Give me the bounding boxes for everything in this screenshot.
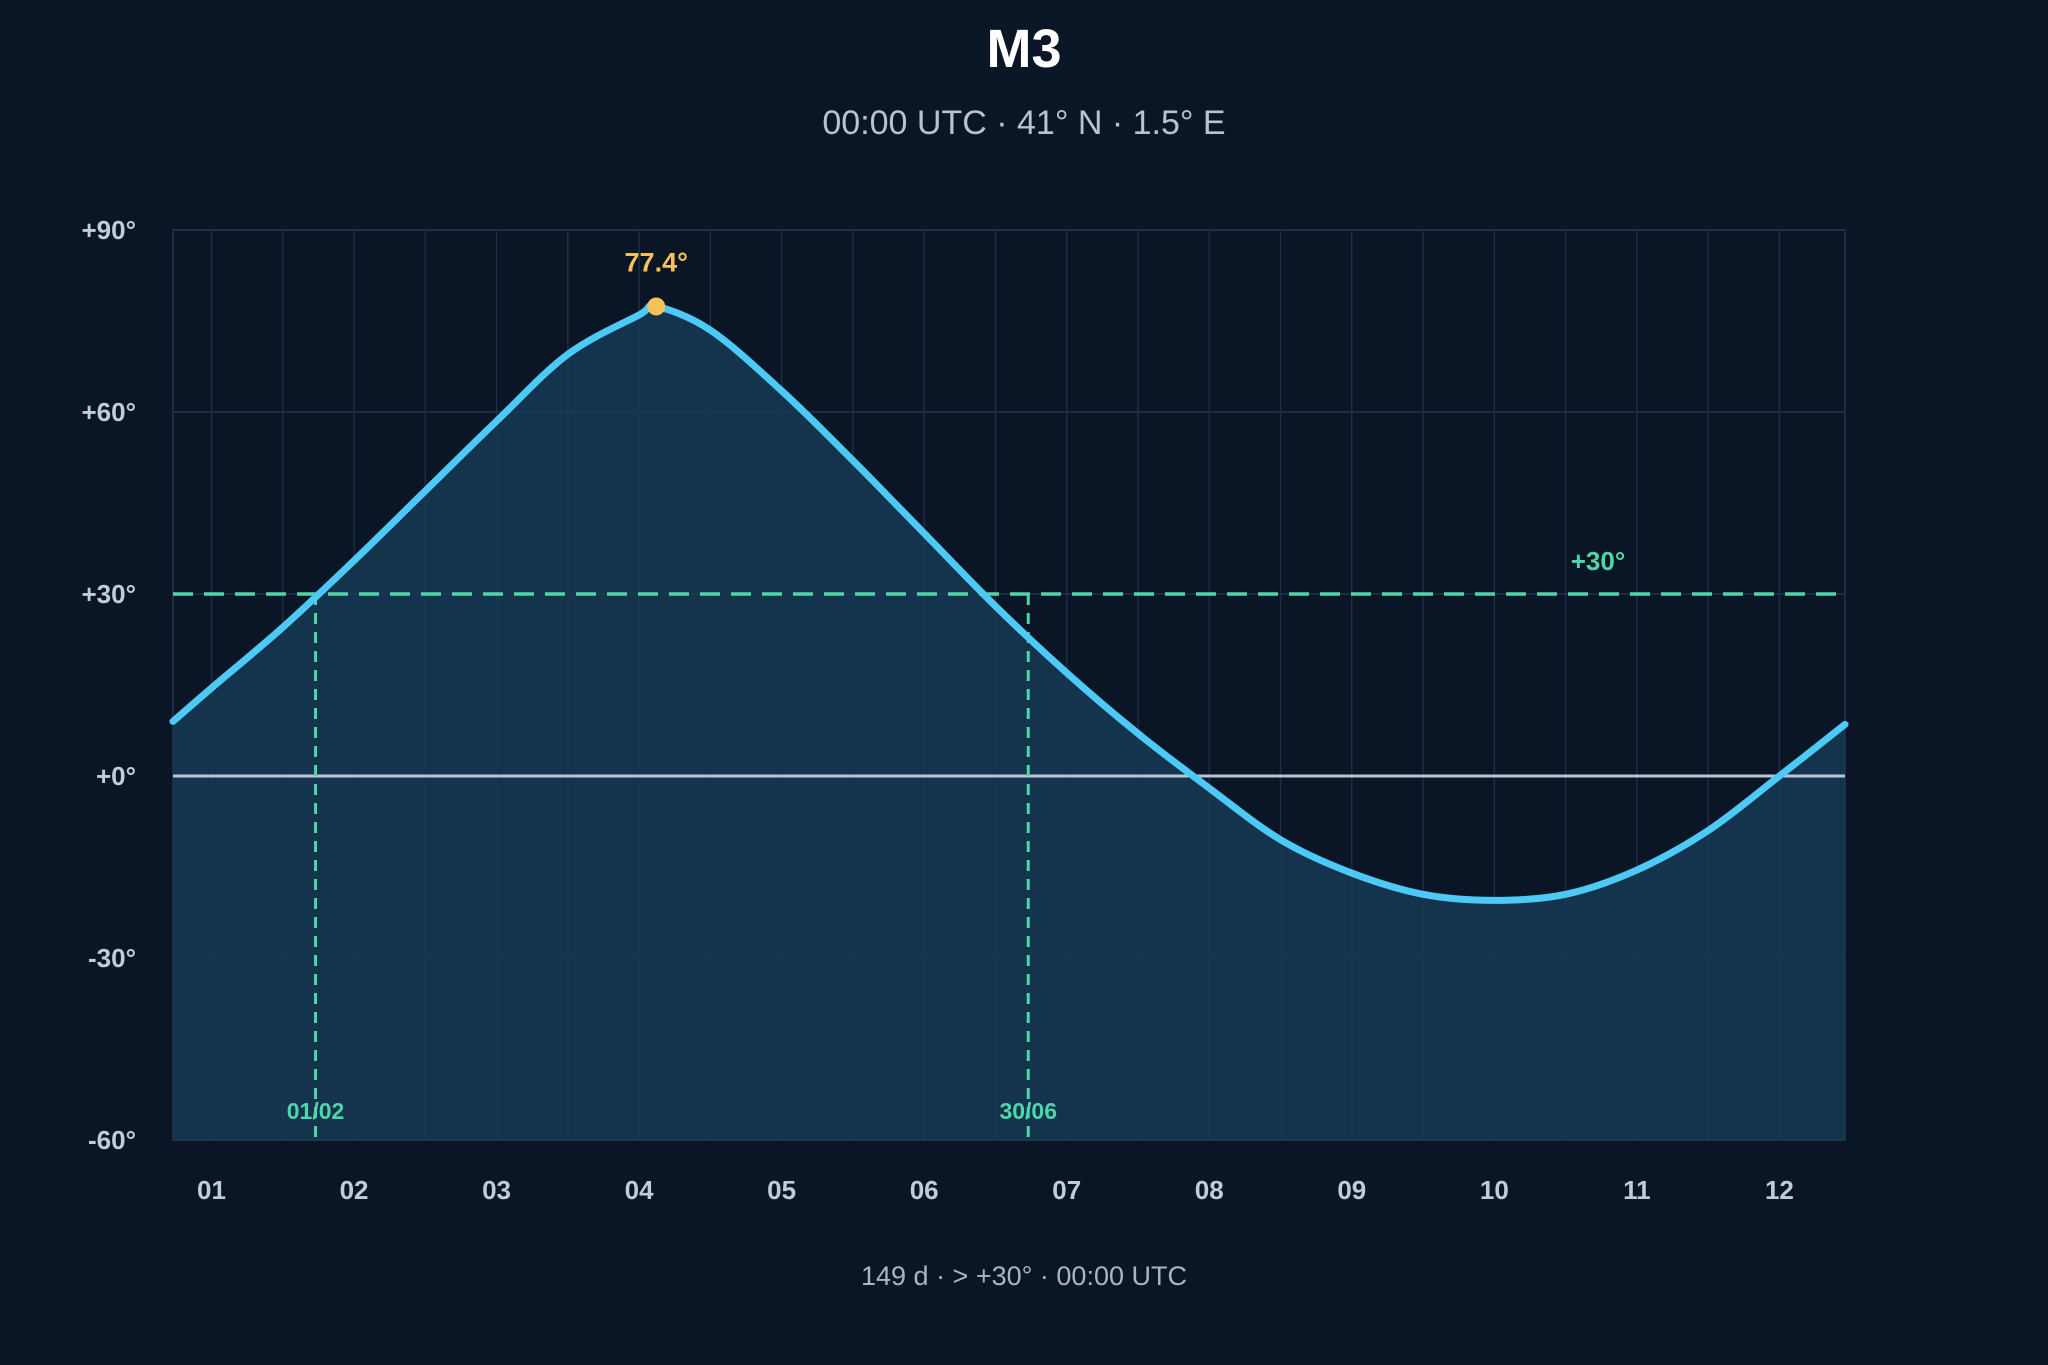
x-tick-label: 03 bbox=[482, 1175, 511, 1205]
altitude-line bbox=[169, 302, 1849, 904]
series-layer bbox=[169, 302, 1849, 904]
threshold-layer: +30° 01/02 30/06 bbox=[173, 546, 1845, 1140]
y-tick-label: +30° bbox=[81, 579, 136, 609]
x-tick-label: 12 bbox=[1765, 1175, 1794, 1205]
chart-footer: 149 d · > +30° · 00:00 UTC bbox=[861, 1261, 1187, 1291]
crossing-label: 01/02 bbox=[287, 1098, 345, 1124]
x-tick-label: 07 bbox=[1052, 1175, 1081, 1205]
peak-marker bbox=[647, 297, 666, 316]
x-tick-label: 08 bbox=[1195, 1175, 1224, 1205]
x-tick-label: 09 bbox=[1337, 1175, 1366, 1205]
area-layer bbox=[173, 305, 1845, 1140]
peak-label: 77.4° bbox=[625, 247, 688, 277]
x-tick-label: 06 bbox=[910, 1175, 939, 1205]
x-tick-label: 10 bbox=[1480, 1175, 1509, 1205]
y-tick-label: +0° bbox=[96, 761, 136, 791]
x-tick-labels: 01 02 03 04 05 06 07 08 09 10 11 12 bbox=[197, 1175, 1794, 1205]
chart-subtitle: 00:00 UTC · 41° N · 1.5° E bbox=[822, 104, 1226, 142]
threshold-label: +30° bbox=[1571, 546, 1626, 576]
x-tick-label: 04 bbox=[625, 1175, 654, 1205]
annotations: 77.4° bbox=[625, 247, 688, 316]
chart-title: M3 bbox=[986, 19, 1062, 79]
x-tick-label: 02 bbox=[340, 1175, 369, 1205]
x-tick-label: 05 bbox=[767, 1175, 796, 1205]
y-tick-label: -30° bbox=[88, 943, 136, 973]
x-tick-label: 11 bbox=[1623, 1175, 1651, 1205]
crossing-label: 30/06 bbox=[999, 1098, 1057, 1124]
altitude-area bbox=[173, 305, 1845, 1140]
x-tick-label: 01 bbox=[197, 1175, 226, 1205]
y-tick-labels: +90° +60° +30° +0° -30° -60° bbox=[81, 215, 136, 1155]
y-tick-label: +60° bbox=[81, 397, 136, 427]
y-tick-label: -60° bbox=[88, 1125, 136, 1155]
y-tick-label: +90° bbox=[81, 215, 136, 245]
